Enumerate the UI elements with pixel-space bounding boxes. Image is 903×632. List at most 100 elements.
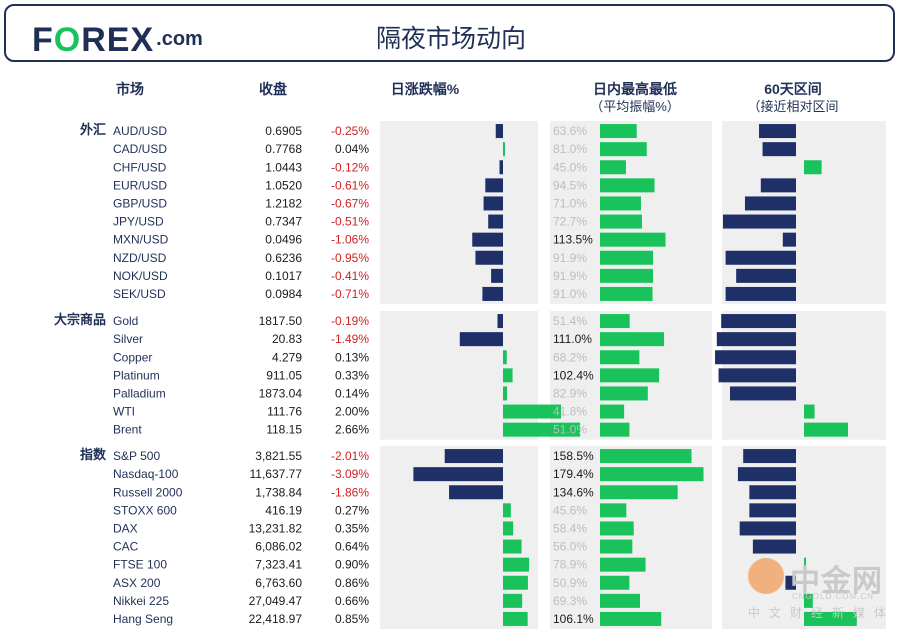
watermark: 中金网 CNGOLD.COM.CN 中文财经新媒体 bbox=[748, 558, 898, 628]
range-bar bbox=[600, 142, 647, 157]
group-label: 指数 bbox=[80, 447, 107, 462]
range-value: 69.3% bbox=[553, 594, 587, 608]
sixty-day-bar bbox=[736, 268, 796, 283]
sixty-day-bar bbox=[785, 575, 796, 590]
close-value: 0.6905 bbox=[265, 124, 302, 138]
instrument-name: Palladium bbox=[113, 386, 166, 400]
change-value: 0.13% bbox=[335, 350, 369, 364]
change-value: 0.33% bbox=[335, 368, 369, 382]
instrument-name: NZD/USD bbox=[113, 251, 167, 265]
range-value: 106.1% bbox=[553, 612, 594, 626]
range-bar bbox=[600, 557, 646, 572]
range-bar bbox=[600, 449, 692, 464]
range-bar bbox=[600, 350, 640, 365]
change-bar bbox=[475, 250, 503, 265]
change-bar bbox=[495, 124, 503, 139]
change-bar bbox=[503, 575, 528, 590]
range-bar bbox=[600, 422, 630, 437]
sixty-day-bar bbox=[715, 350, 796, 365]
instrument-name: Silver bbox=[113, 332, 143, 346]
change-bar bbox=[499, 160, 503, 175]
range-value: 68.2% bbox=[553, 350, 587, 364]
change-bar bbox=[503, 557, 530, 572]
instrument-name: FTSE 100 bbox=[113, 558, 167, 572]
close-value: 911.05 bbox=[266, 368, 302, 382]
close-value: 11,637.77 bbox=[250, 467, 303, 481]
range-value: 91.9% bbox=[553, 269, 587, 283]
instrument-name: DAX bbox=[113, 521, 138, 535]
page-title: 隔夜市场动向 bbox=[376, 25, 527, 53]
change-value: -0.25% bbox=[331, 124, 369, 138]
range-value: 45.6% bbox=[553, 503, 587, 517]
change-value: -0.19% bbox=[331, 314, 369, 328]
instrument-name: Gold bbox=[113, 314, 138, 328]
change-value: -0.67% bbox=[331, 196, 369, 210]
close-value: 1873.04 bbox=[259, 386, 303, 400]
change-value: 0.27% bbox=[335, 503, 369, 517]
range-bar bbox=[600, 250, 654, 265]
instrument-name: EUR/USD bbox=[113, 178, 167, 192]
range-value: 111.0% bbox=[553, 332, 592, 346]
range-bar bbox=[600, 575, 630, 590]
instrument-name: Copper bbox=[113, 350, 152, 364]
close-value: 0.7347 bbox=[265, 215, 302, 229]
range-value: 94.5% bbox=[553, 178, 587, 192]
change-value: -0.51% bbox=[331, 215, 369, 229]
group-label: 外汇 bbox=[79, 122, 106, 137]
sixty-day-bar bbox=[804, 557, 806, 572]
sixty-day-bar bbox=[804, 611, 857, 626]
sixty-day-bar bbox=[760, 178, 796, 193]
change-value: -0.95% bbox=[331, 251, 369, 265]
change-value: -0.71% bbox=[331, 287, 369, 301]
instrument-name: Nasdaq-100 bbox=[113, 467, 179, 481]
change-value: 0.85% bbox=[335, 612, 369, 626]
range-bar bbox=[600, 404, 625, 419]
instrument-name: CHF/USD bbox=[113, 160, 167, 174]
range-bar bbox=[600, 314, 630, 329]
change-bar bbox=[503, 368, 513, 383]
range-value: 82.9% bbox=[553, 386, 587, 400]
column-header-close: 收盘 bbox=[259, 81, 287, 97]
instrument-name: STOXX 600 bbox=[113, 503, 177, 517]
range-bar bbox=[600, 332, 665, 347]
close-value: 3,821.55 bbox=[255, 449, 302, 463]
change-bar bbox=[503, 142, 505, 157]
column-header-change: 日涨跌幅% bbox=[390, 81, 460, 97]
change-bar bbox=[503, 503, 511, 518]
sixty-day-bar bbox=[804, 593, 813, 608]
instrument-name: SEK/USD bbox=[113, 287, 166, 301]
range-bar bbox=[600, 485, 678, 500]
change-value: 0.64% bbox=[335, 540, 369, 554]
range-value: 71.0% bbox=[553, 196, 587, 210]
column-subheader-sixty-day: （接近相对区间 bbox=[747, 99, 839, 114]
sixty-day-bar bbox=[749, 485, 796, 500]
sixty-day-bar bbox=[743, 449, 796, 464]
sixty-day-bar bbox=[804, 160, 822, 175]
range-bar bbox=[600, 521, 634, 536]
range-bar bbox=[600, 593, 640, 608]
range-bar bbox=[600, 611, 662, 626]
sixty-day-bar bbox=[752, 539, 796, 554]
watermark-url: CNGOLD.COM.CN bbox=[792, 592, 874, 601]
column-header-range: 日内最高最低 bbox=[593, 81, 677, 97]
close-value: 1817.50 bbox=[259, 314, 303, 328]
sixty-day-bar bbox=[739, 521, 796, 536]
range-value: 41.8% bbox=[553, 405, 587, 419]
change-value: 0.04% bbox=[335, 142, 369, 156]
range-value: 63.6% bbox=[553, 124, 587, 138]
instrument-name: AUD/USD bbox=[113, 124, 167, 138]
close-value: 1.2182 bbox=[265, 196, 302, 210]
change-bar bbox=[503, 521, 514, 536]
watermark-logo-text: 中金网 bbox=[790, 565, 883, 598]
range-bar bbox=[600, 539, 633, 554]
watermark-slogan: 中文财经新媒体 bbox=[748, 606, 896, 620]
range-bar bbox=[600, 196, 641, 211]
range-value: 51.4% bbox=[553, 314, 587, 328]
change-panel-bg bbox=[380, 311, 538, 440]
range-value: 102.4% bbox=[553, 368, 594, 382]
instrument-name: WTI bbox=[113, 405, 135, 419]
change-bar bbox=[503, 593, 523, 608]
change-value: 2.00% bbox=[335, 405, 369, 419]
change-value: -0.12% bbox=[331, 160, 369, 174]
close-value: 111.76 bbox=[267, 405, 302, 419]
